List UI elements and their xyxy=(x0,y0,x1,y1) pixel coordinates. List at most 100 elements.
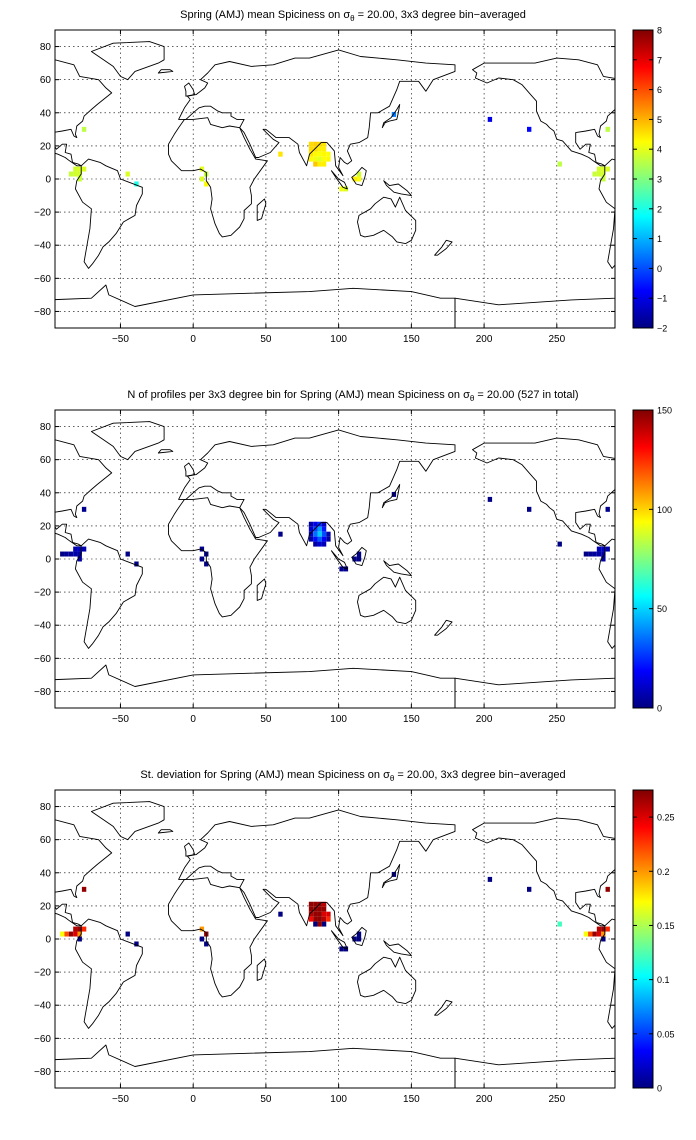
y-tick-label: 60 xyxy=(40,835,52,846)
data-cell xyxy=(199,546,205,552)
data-cell xyxy=(317,526,322,532)
data-cell xyxy=(588,551,593,557)
data-cell xyxy=(317,906,322,912)
data-cell xyxy=(73,551,78,557)
colorbar-tick-label: −2 xyxy=(657,324,667,334)
data-cell xyxy=(601,556,606,562)
x-tick-label: 50 xyxy=(260,1094,272,1105)
data-cell xyxy=(313,526,318,532)
grid-lines xyxy=(55,790,615,1088)
data-cell xyxy=(487,116,493,122)
data-cell xyxy=(278,531,283,537)
coastline xyxy=(598,538,615,649)
data-cell xyxy=(527,886,532,892)
coastline xyxy=(74,538,143,649)
data-cell xyxy=(343,566,349,572)
x-tick-label: 50 xyxy=(260,714,272,725)
data-cell xyxy=(601,926,606,932)
data-cell xyxy=(321,536,327,542)
data-cell xyxy=(77,176,82,182)
x-tick-label: 100 xyxy=(330,714,347,725)
coastline xyxy=(357,956,417,1005)
coastline xyxy=(472,437,615,547)
data-cell xyxy=(317,916,322,922)
data-cell xyxy=(308,911,314,917)
x-tick-label: −50 xyxy=(112,334,129,345)
x-tick-label: 150 xyxy=(403,714,420,725)
y-tick-label: 80 xyxy=(40,42,52,53)
data-cell xyxy=(313,146,318,152)
data-cell xyxy=(308,151,314,157)
coastline xyxy=(682,450,696,453)
data-cell xyxy=(343,946,349,952)
data-cell xyxy=(321,541,327,547)
data-cell xyxy=(557,161,562,167)
x-tick-label: 100 xyxy=(330,334,347,345)
panel-title: St. deviation for Spring (AMJ) mean Spic… xyxy=(140,769,565,783)
data-cell xyxy=(321,521,327,527)
coastline xyxy=(351,926,367,947)
coastline xyxy=(157,829,174,834)
coastline xyxy=(330,550,348,570)
data-cell xyxy=(125,931,130,937)
data-cell xyxy=(73,546,78,552)
x-tick-label: −50 xyxy=(112,1094,129,1105)
data-cell xyxy=(356,556,362,562)
coastline xyxy=(55,284,456,328)
colorbar-tick-label: 4 xyxy=(657,145,662,155)
data-cell xyxy=(77,556,82,562)
data-cell xyxy=(317,156,322,162)
y-tick-label: 40 xyxy=(40,868,52,879)
data-cell xyxy=(601,176,606,182)
data-cell xyxy=(321,911,327,917)
coastline xyxy=(598,918,615,1029)
coastline xyxy=(434,999,453,1016)
data-cell xyxy=(81,126,87,132)
data-cell xyxy=(77,936,82,942)
data-cell xyxy=(308,526,314,532)
x-tick-label: 150 xyxy=(403,1094,420,1105)
data-cell xyxy=(125,171,130,177)
y-tick-label: 40 xyxy=(40,108,52,119)
data-cell xyxy=(204,181,209,187)
data-cell xyxy=(134,941,139,947)
data-cell xyxy=(596,926,602,932)
y-tick-label: 20 xyxy=(40,901,52,912)
coastline xyxy=(434,239,453,256)
coastline xyxy=(168,497,268,618)
data-cell xyxy=(313,161,318,167)
data-cell xyxy=(527,506,532,512)
colorbar-tick-label: 0.1 xyxy=(657,975,670,985)
coastline xyxy=(692,498,696,617)
data-cell xyxy=(313,921,318,927)
colorbar-tick-label: 0.25 xyxy=(657,813,675,823)
y-tick-label: 0 xyxy=(45,935,51,946)
data-cell xyxy=(487,496,493,502)
x-tick-label: 0 xyxy=(190,334,196,345)
y-tick-label: −40 xyxy=(34,621,51,632)
data-cell xyxy=(68,551,74,557)
colorbar-tick-label: 3 xyxy=(657,175,662,185)
coastline xyxy=(74,918,143,1029)
data-cell xyxy=(73,926,78,932)
data-cell xyxy=(64,551,69,557)
data-cell xyxy=(583,931,589,937)
data-cell xyxy=(601,171,606,177)
data-cell xyxy=(64,931,69,937)
data-cell xyxy=(77,546,82,552)
coastline xyxy=(383,560,412,577)
coastline xyxy=(184,842,196,857)
data-cell xyxy=(199,176,205,182)
coastline xyxy=(381,484,401,509)
colorbar-tick-label: 50 xyxy=(657,604,667,614)
colorbar-tick-label: 5 xyxy=(657,115,662,125)
data-cell xyxy=(326,531,331,537)
x-tick-label: 200 xyxy=(476,334,493,345)
y-axis: 80 60 40 20 0 −20 −40 −60 −80 xyxy=(34,802,615,1078)
coastlines xyxy=(55,41,615,328)
data-cell xyxy=(317,161,322,167)
data-cell xyxy=(77,171,82,177)
data-cell xyxy=(313,521,318,527)
map-panel-profile-count: N of profiles per 3x3 degree bin for Spr… xyxy=(34,389,696,725)
